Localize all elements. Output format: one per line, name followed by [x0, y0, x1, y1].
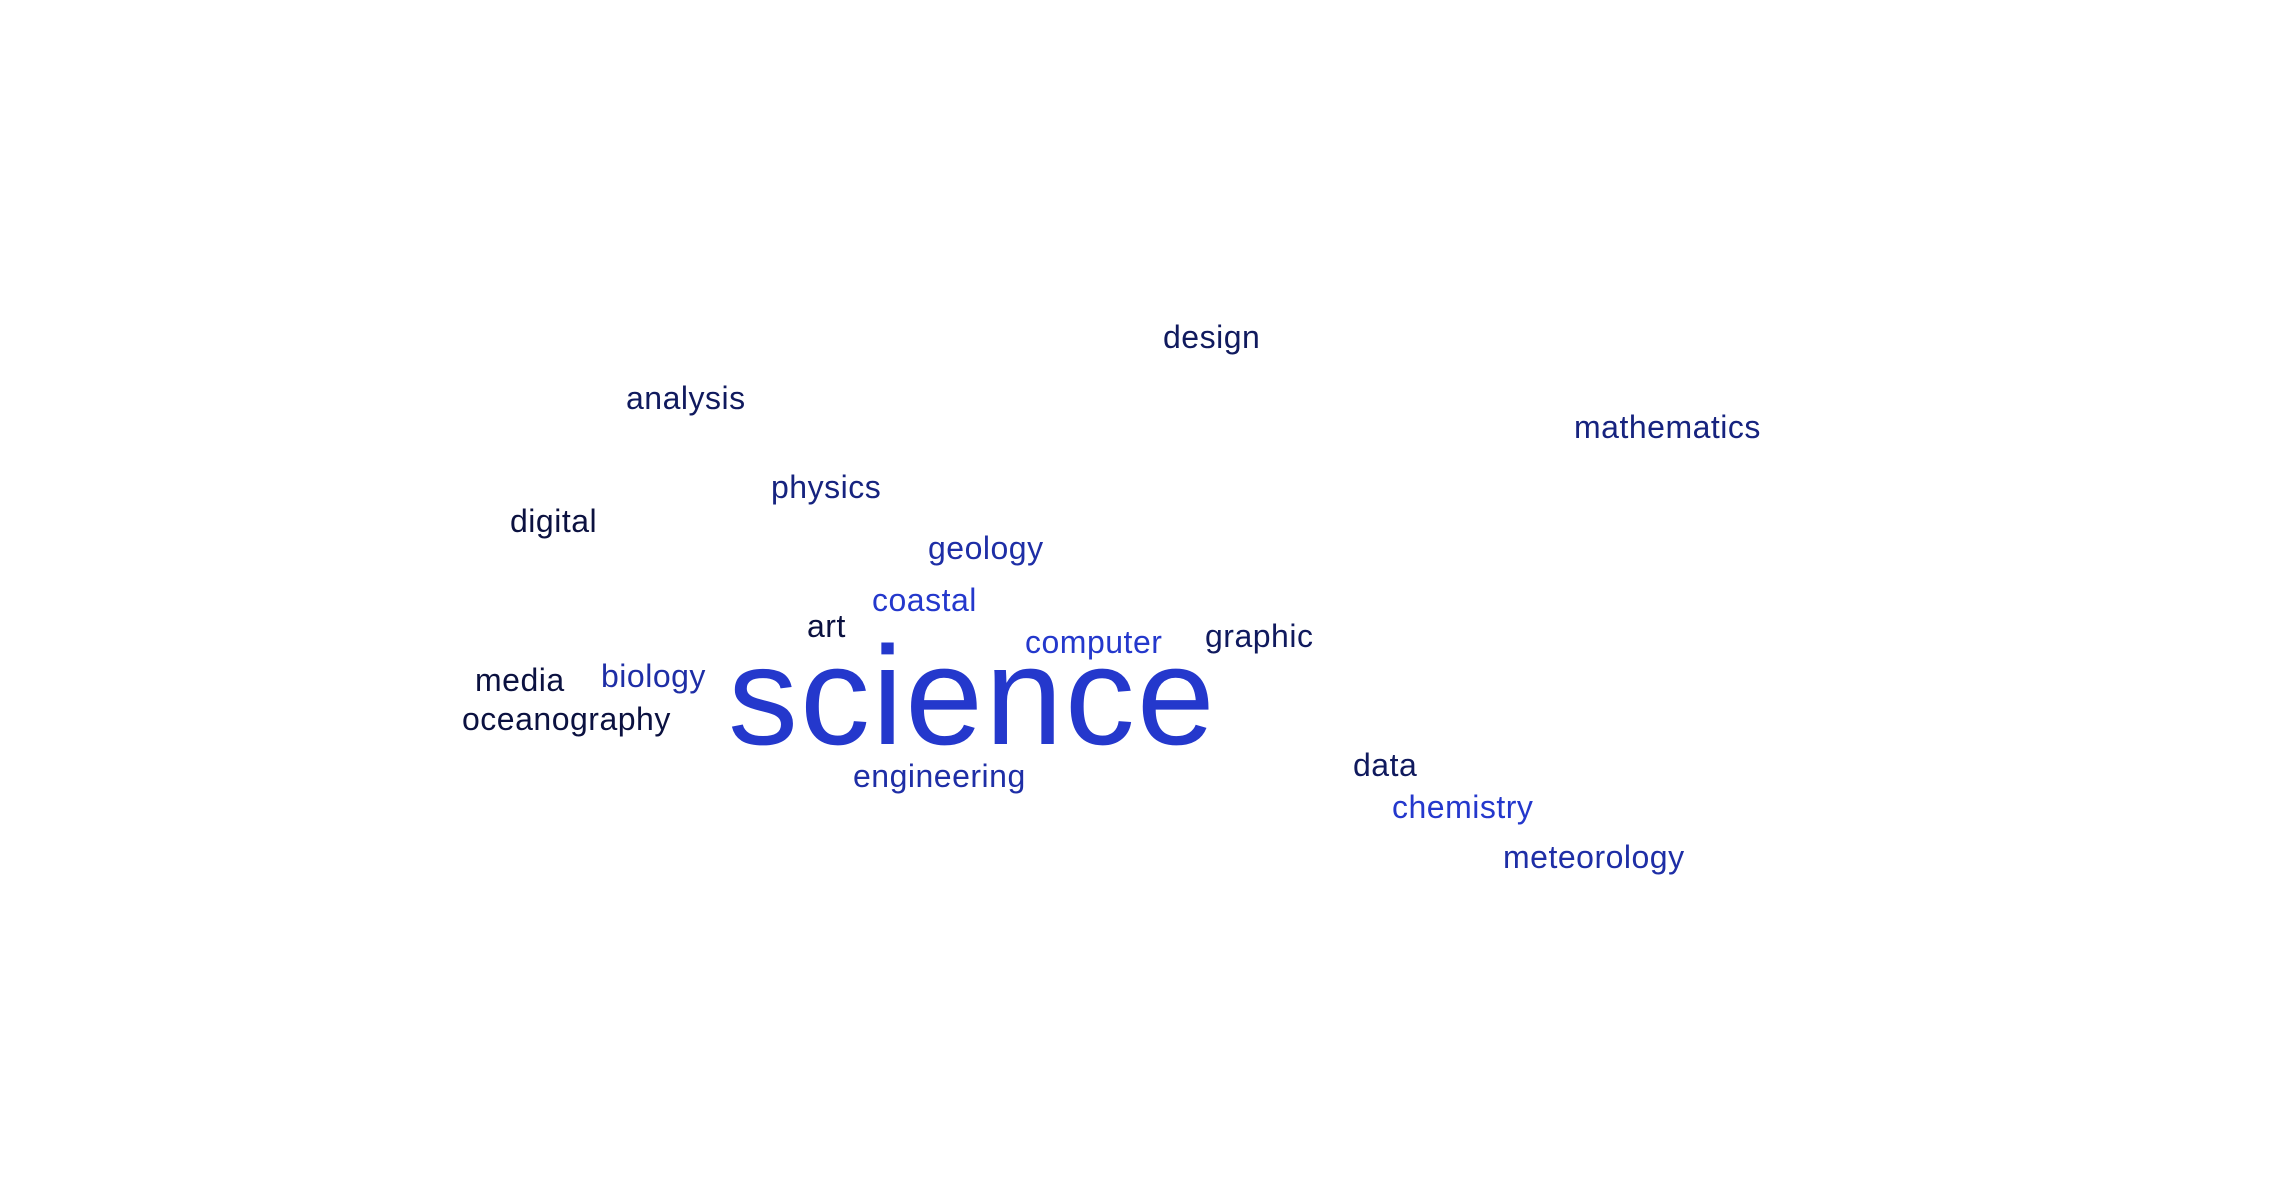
word-physics: physics	[771, 469, 882, 505]
word-oceanography: oceanography	[462, 701, 671, 737]
word-meteorology: meteorology	[1503, 839, 1685, 875]
word-geology: geology	[928, 530, 1044, 566]
word-computer: computer	[1025, 624, 1163, 660]
word-mathematics: mathematics	[1574, 409, 1761, 445]
word-art: art	[807, 608, 846, 644]
word-graphic: graphic	[1205, 618, 1314, 654]
word-digital: digital	[510, 503, 598, 539]
word-biology: biology	[601, 658, 706, 694]
word-data: data	[1353, 747, 1418, 783]
word-science: science	[728, 617, 1217, 774]
word-engineering: engineering	[853, 758, 1026, 794]
word-chemistry: chemistry	[1392, 789, 1534, 825]
word-design: design	[1163, 319, 1261, 355]
word-analysis: analysis	[626, 380, 746, 416]
word-media: media	[475, 662, 565, 698]
word-coastal: coastal	[872, 582, 977, 618]
